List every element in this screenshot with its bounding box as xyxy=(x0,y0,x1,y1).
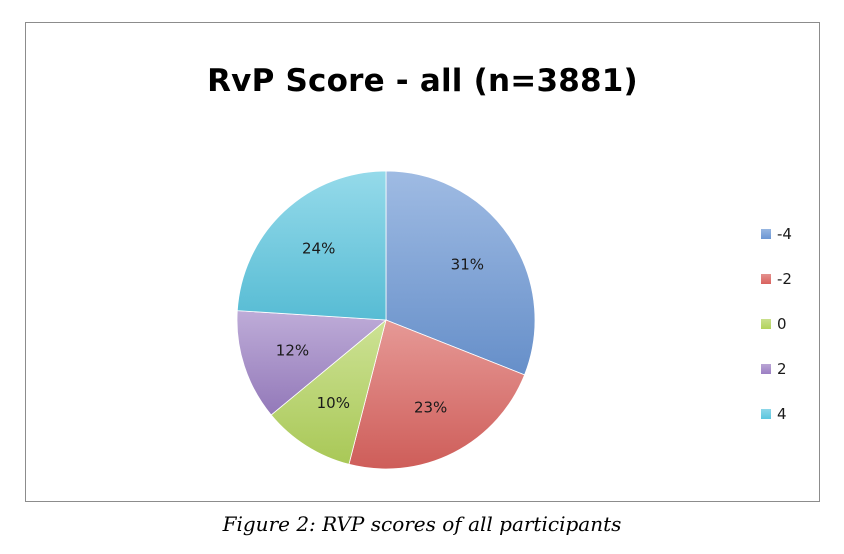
chart-title: RvP Score - all (n=3881) xyxy=(207,63,638,99)
figure-caption: Figure 2: RVP scores of all participants xyxy=(222,512,622,536)
pie-slice-0 xyxy=(270,318,387,465)
slice-label-neg2: 23% xyxy=(414,399,447,417)
slice-label-2: 12% xyxy=(276,341,309,359)
legend-label: 0 xyxy=(777,315,787,333)
legend-item: -2 xyxy=(761,268,792,290)
legend-swatch xyxy=(761,229,771,239)
legend: -4 -2 0 2 4 xyxy=(761,223,792,448)
slice-label-neg4: 31% xyxy=(451,256,484,274)
legend-item: 2 xyxy=(761,358,792,380)
slice-label-4: 24% xyxy=(302,239,335,257)
legend-label: 4 xyxy=(777,405,787,423)
legend-label: 2 xyxy=(777,360,787,378)
legend-swatch xyxy=(761,364,771,374)
pie-chart: 31% 23% 10% 12% 24% xyxy=(236,170,536,470)
pie-slice-neg4 xyxy=(385,170,536,376)
legend-label: -2 xyxy=(777,270,792,288)
legend-item: 0 xyxy=(761,313,792,335)
legend-swatch xyxy=(761,274,771,284)
legend-swatch xyxy=(761,319,771,329)
chart-frame: RvP Score - all (n=3881) 31% 23% 10% 12% 24%… xyxy=(25,22,820,502)
pie-slice-neg2 xyxy=(348,319,526,470)
legend-item: -4 xyxy=(761,223,792,245)
pie-slice-2 xyxy=(236,310,388,416)
pie-slice-4 xyxy=(236,170,387,321)
legend-swatch xyxy=(761,409,771,419)
legend-item: 4 xyxy=(761,403,792,425)
slice-label-0: 10% xyxy=(317,394,350,412)
legend-label: -4 xyxy=(777,225,792,243)
